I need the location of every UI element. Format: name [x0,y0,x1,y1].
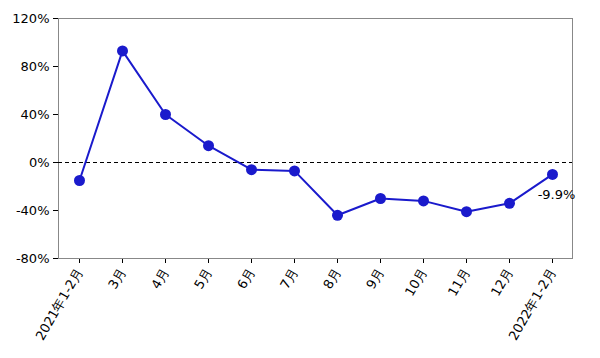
svg-text:12月: 12月 [488,266,516,299]
svg-text:-9.9%: -9.9% [538,187,576,202]
svg-text:2021年1-2月: 2021年1-2月 [33,266,86,343]
svg-text:4月: 4月 [148,266,172,292]
svg-text:8月: 8月 [320,266,344,292]
svg-text:40%: 40% [21,107,50,122]
svg-text:3月: 3月 [105,266,129,292]
svg-text:7月: 7月 [277,266,301,292]
svg-text:9月: 9月 [363,266,387,292]
svg-text:5月: 5月 [191,266,215,292]
svg-text:11月: 11月 [445,266,473,299]
svg-text:10月: 10月 [402,266,430,299]
svg-text:80%: 80% [21,59,50,74]
svg-text:-40%: -40% [16,203,50,218]
svg-text:2022年1-2月: 2022年1-2月 [506,266,559,343]
svg-text:0%: 0% [29,155,50,170]
svg-text:6月: 6月 [234,266,258,292]
svg-text:-80%: -80% [16,251,50,266]
svg-text:120%: 120% [12,11,49,26]
